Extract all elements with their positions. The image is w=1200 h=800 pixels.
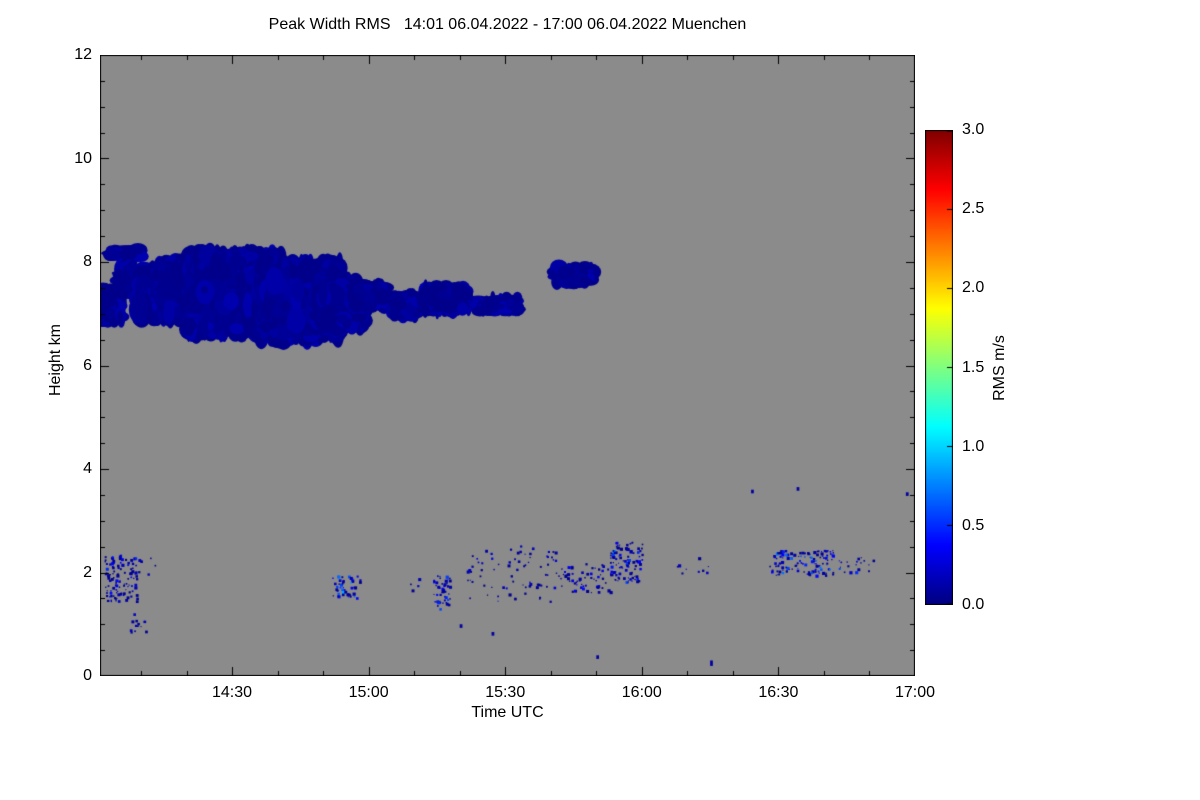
colorbar-tick-label: 0.0 — [962, 596, 985, 613]
x-tick-label: 14:30 — [212, 684, 253, 701]
y-tick-label: 8 — [83, 253, 92, 270]
y-tick-label: 0 — [83, 667, 92, 684]
x-tick-label: 16:30 — [758, 684, 799, 701]
x-tick-label: 15:30 — [485, 684, 526, 701]
chart-title: Peak Width RMS 14:01 06.04.2022 - 17:00 … — [268, 16, 747, 33]
colorbar-tick-label: 0.5 — [962, 516, 985, 534]
x-axis-label: Time UTC — [471, 704, 544, 721]
heatmap-plot-canvas — [100, 55, 915, 676]
y-tick-label: 6 — [83, 356, 92, 374]
x-tick-label: 17:00 — [894, 684, 936, 701]
x-tick-label: 16:00 — [621, 684, 662, 701]
colorbar-tick-label: 2.0 — [962, 279, 985, 297]
x-tick-label: 15:00 — [348, 684, 389, 701]
y-tick-label: 4 — [83, 460, 92, 477]
colorbar-tick-label: 2.5 — [962, 200, 985, 218]
colorbar-tick-label: 1.5 — [962, 358, 985, 376]
colorbar-label: RMS m/s — [991, 335, 1008, 401]
colorbar-canvas — [925, 130, 953, 605]
colorbar-tick-label: 1.0 — [962, 437, 985, 455]
y-tick-label: 2 — [83, 563, 92, 581]
colorbar-tick-label: 3.0 — [962, 121, 985, 138]
y-tick-label: 12 — [74, 46, 92, 63]
y-tick-label: 10 — [74, 149, 92, 167]
